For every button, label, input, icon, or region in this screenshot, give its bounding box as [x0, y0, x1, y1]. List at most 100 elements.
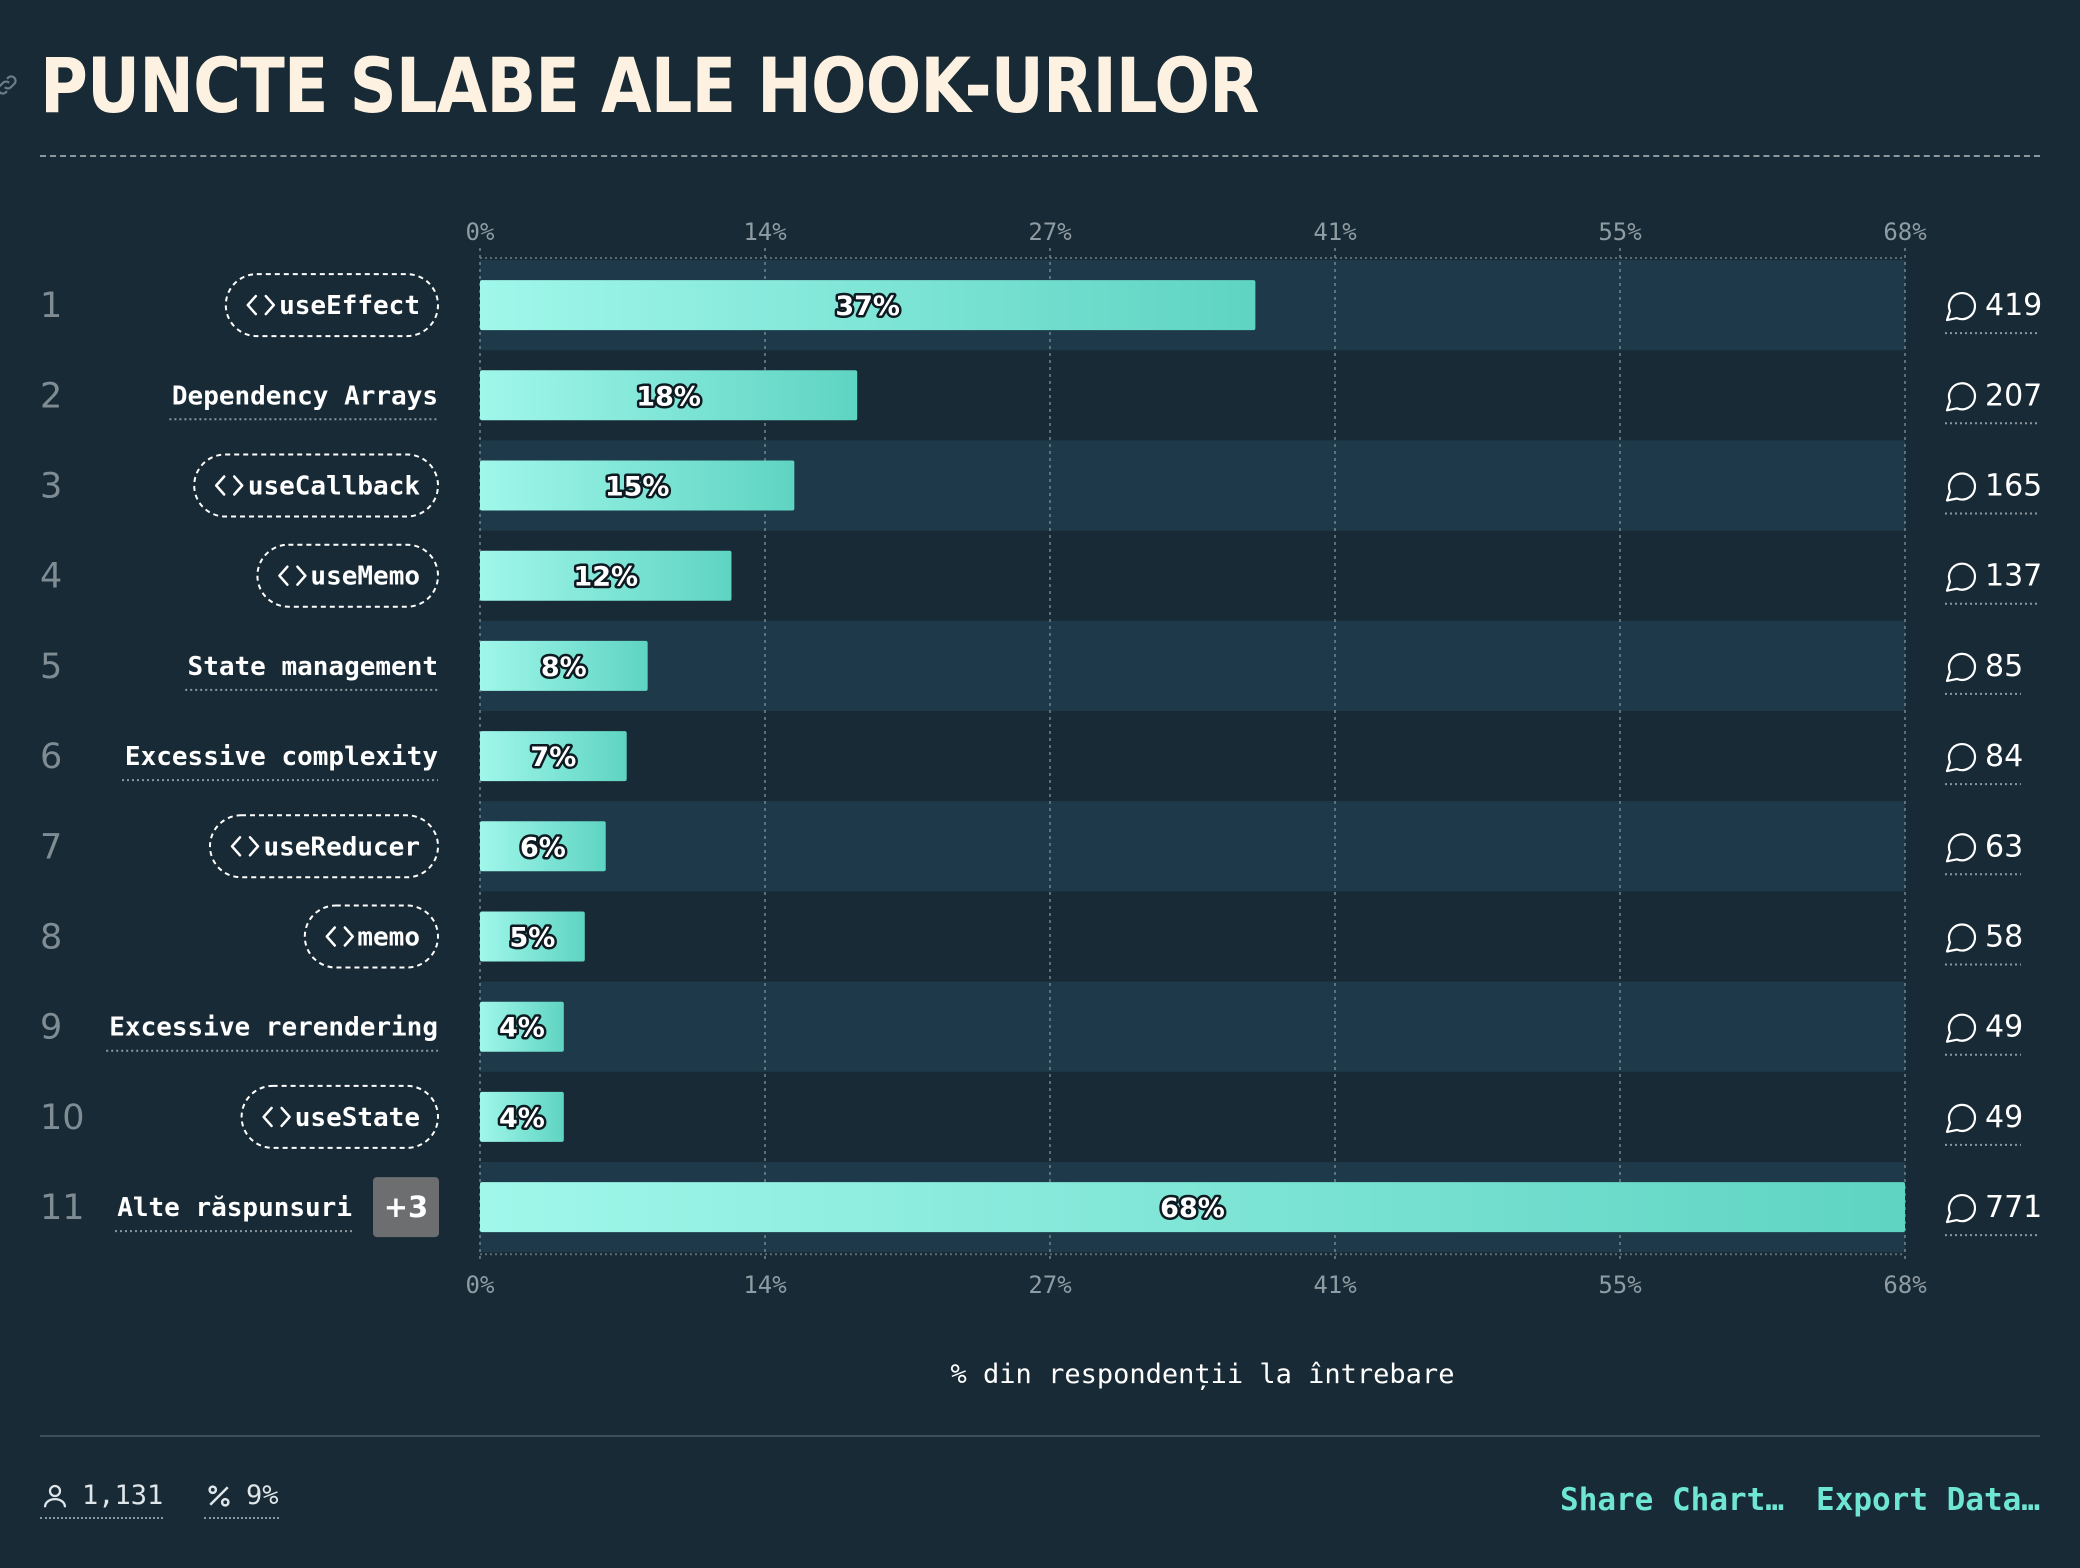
category-label: useCallback — [248, 472, 421, 502]
percent-icon — [208, 1484, 230, 1507]
comment-icon — [1945, 562, 1977, 592]
hook-pill[interactable] — [240, 1084, 439, 1149]
code-icon — [325, 926, 355, 947]
respondents-stat[interactable]: 1,131 — [40, 1480, 164, 1519]
comment-count[interactable]: 165 — [1985, 469, 2042, 504]
hook-pill[interactable] — [303, 904, 439, 969]
x-tick-label-top: 0% — [466, 218, 495, 246]
row-band — [480, 981, 1905, 1072]
x-tick-label-bottom: 55% — [1598, 1271, 1642, 1299]
bar-value-label: 15% — [605, 472, 670, 503]
other-answers-count: +3 — [384, 1190, 428, 1224]
rank-number: 5 — [40, 647, 62, 687]
comment-count[interactable]: 63 — [1985, 829, 2023, 864]
comment-icon — [1945, 292, 1977, 322]
export-data-button[interactable]: Export Data… — [1816, 1482, 2040, 1518]
category-label[interactable]: State management — [188, 652, 438, 682]
bar[interactable] — [480, 1182, 1905, 1233]
rank-number: 6 — [40, 737, 62, 777]
bar-value-label: 37% — [835, 291, 900, 322]
comment-icon — [1945, 472, 1977, 502]
bar[interactable] — [480, 640, 648, 691]
rank-number: 1 — [40, 286, 62, 326]
bar[interactable] — [480, 460, 795, 511]
comment-count[interactable]: 49 — [1985, 1100, 2023, 1135]
link-icon[interactable] — [0, 72, 20, 98]
category-label: useEffect — [279, 291, 420, 321]
x-axis-label: % din respondenții la întrebare — [951, 1359, 1455, 1390]
rank-number: 3 — [40, 467, 62, 507]
category-label[interactable]: Excessive rerendering — [109, 1013, 438, 1043]
comment-count[interactable]: 419 — [1985, 288, 2042, 323]
x-tick-label-bottom: 27% — [1028, 1271, 1072, 1299]
comment-count[interactable]: 49 — [1985, 1010, 2023, 1045]
bar-value-label: 12% — [573, 562, 638, 593]
respondents-count: 1,131 — [82, 1480, 164, 1511]
bar[interactable] — [480, 280, 1256, 331]
code-icon — [214, 475, 244, 496]
bar-value-label: 68% — [1160, 1193, 1225, 1224]
code-icon — [262, 1106, 291, 1128]
rank-number: 7 — [40, 827, 62, 867]
x-tick-label-bottom: 68% — [1883, 1271, 1927, 1299]
title-divider — [40, 155, 2040, 157]
row-band — [480, 801, 1905, 892]
bar-value-label: 4% — [499, 1013, 545, 1044]
category-label: useMemo — [310, 562, 420, 592]
bar[interactable] — [480, 821, 606, 872]
comment-icon — [1945, 833, 1977, 863]
category-label[interactable]: Dependency Arrays — [172, 381, 438, 411]
page-title: PUNCTE SLABE ALE HOOK-URILOR — [40, 41, 1259, 130]
bar-value-label: 4% — [499, 1103, 545, 1134]
code-icon — [246, 294, 276, 316]
rank-number: 8 — [40, 918, 62, 958]
comment-count[interactable]: 58 — [1985, 920, 2023, 955]
comment-icon — [1945, 652, 1977, 682]
comment-count[interactable]: 85 — [1985, 649, 2023, 684]
bar[interactable] — [480, 911, 585, 962]
rank-number: 2 — [40, 376, 62, 416]
rank-number: 10 — [40, 1098, 85, 1138]
footer-divider — [40, 1435, 2040, 1437]
row-band — [480, 620, 1905, 711]
percent-stat[interactable]: 9% — [204, 1480, 279, 1519]
hook-pill[interactable] — [209, 814, 439, 879]
comment-count[interactable]: 771 — [1985, 1190, 2042, 1225]
code-icon — [278, 565, 307, 586]
hook-pill[interactable] — [224, 273, 439, 338]
hook-pill[interactable] — [193, 453, 439, 518]
bar-value-label: 6% — [520, 832, 566, 863]
category-label: useState — [295, 1103, 420, 1133]
rank-number: 11 — [40, 1188, 85, 1228]
comment-icon — [1945, 1013, 1977, 1043]
bar-value-label: 8% — [541, 652, 587, 683]
comment-icon — [1945, 923, 1977, 953]
x-tick-label-top: 68% — [1883, 218, 1927, 246]
x-tick-label-bottom: 41% — [1313, 1271, 1357, 1299]
x-tick-label-top: 41% — [1313, 218, 1357, 246]
user-icon — [43, 1484, 67, 1507]
x-tick-label-bottom: 14% — [743, 1271, 787, 1299]
percent-value: 9% — [246, 1480, 279, 1511]
comment-icon — [1945, 743, 1977, 773]
rank-number: 9 — [40, 1008, 62, 1048]
comment-icon — [1945, 382, 1977, 412]
bar-value-label: 18% — [636, 381, 701, 412]
bar[interactable] — [480, 1091, 564, 1142]
bar-value-label: 5% — [509, 923, 555, 954]
bar[interactable] — [480, 731, 627, 782]
share-chart-button[interactable]: Share Chart… — [1560, 1482, 1784, 1518]
comment-icon — [1945, 1194, 1977, 1224]
comment-count[interactable]: 137 — [1985, 559, 2042, 594]
category-label: memo — [357, 923, 420, 953]
code-icon — [230, 836, 260, 857]
bar[interactable] — [480, 550, 732, 601]
category-label[interactable]: Alte răspunsuri — [117, 1193, 352, 1223]
bar[interactable] — [480, 1001, 564, 1052]
comment-count[interactable]: 207 — [1985, 378, 2042, 413]
x-tick-label-top: 27% — [1028, 218, 1072, 246]
other-answers-badge[interactable] — [373, 1177, 439, 1238]
bar[interactable] — [480, 370, 858, 421]
category-label[interactable]: Excessive complexity — [125, 742, 438, 772]
comment-count[interactable]: 84 — [1985, 739, 2023, 774]
